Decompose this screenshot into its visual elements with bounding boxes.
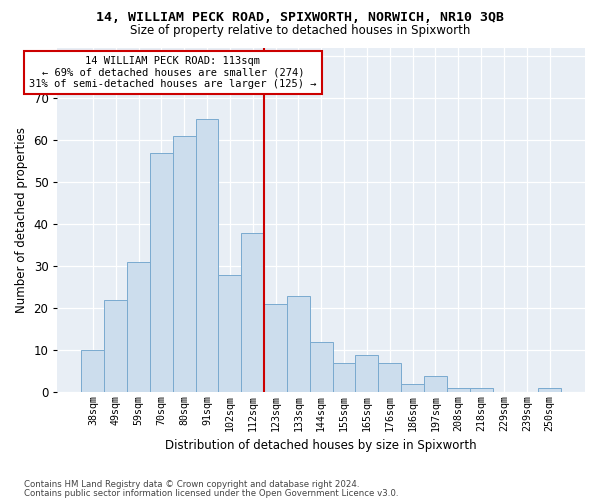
- Text: Contains HM Land Registry data © Crown copyright and database right 2024.: Contains HM Land Registry data © Crown c…: [24, 480, 359, 489]
- Bar: [538, 388, 561, 392]
- Bar: [424, 376, 447, 392]
- Bar: [287, 296, 310, 392]
- Bar: [310, 342, 332, 392]
- Bar: [196, 119, 218, 392]
- Text: Size of property relative to detached houses in Spixworth: Size of property relative to detached ho…: [130, 24, 470, 37]
- Bar: [470, 388, 493, 392]
- Bar: [332, 363, 355, 392]
- X-axis label: Distribution of detached houses by size in Spixworth: Distribution of detached houses by size …: [166, 440, 477, 452]
- Bar: [241, 232, 264, 392]
- Bar: [355, 354, 379, 393]
- Bar: [127, 262, 150, 392]
- Bar: [82, 350, 104, 393]
- Bar: [447, 388, 470, 392]
- Bar: [401, 384, 424, 392]
- Y-axis label: Number of detached properties: Number of detached properties: [15, 127, 28, 313]
- Bar: [379, 363, 401, 392]
- Bar: [173, 136, 196, 392]
- Bar: [218, 274, 241, 392]
- Text: 14 WILLIAM PECK ROAD: 113sqm
← 69% of detached houses are smaller (274)
31% of s: 14 WILLIAM PECK ROAD: 113sqm ← 69% of de…: [29, 56, 317, 89]
- Text: 14, WILLIAM PECK ROAD, SPIXWORTH, NORWICH, NR10 3QB: 14, WILLIAM PECK ROAD, SPIXWORTH, NORWIC…: [96, 11, 504, 24]
- Bar: [104, 300, 127, 392]
- Bar: [264, 304, 287, 392]
- Text: Contains public sector information licensed under the Open Government Licence v3: Contains public sector information licen…: [24, 488, 398, 498]
- Bar: [150, 152, 173, 392]
